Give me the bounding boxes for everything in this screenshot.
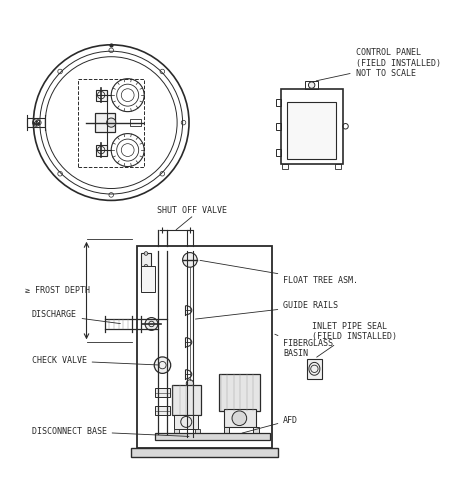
- Bar: [155, 388, 170, 397]
- Bar: [140, 266, 155, 292]
- Bar: [155, 433, 270, 440]
- Text: INLET PIPE SEAL
(FIELD INSTALLED): INLET PIPE SEAL (FIELD INSTALLED): [312, 321, 396, 357]
- Bar: [95, 114, 115, 132]
- Text: ≥ FROST DEPTH: ≥ FROST DEPTH: [25, 286, 90, 295]
- Circle shape: [186, 380, 194, 387]
- Bar: [287, 103, 336, 159]
- Bar: [174, 415, 198, 429]
- Bar: [253, 428, 259, 438]
- Bar: [130, 119, 140, 126]
- Circle shape: [107, 118, 116, 127]
- Circle shape: [183, 252, 197, 267]
- Text: CHECK VALVE: CHECK VALVE: [32, 356, 160, 365]
- Bar: [224, 409, 256, 428]
- Bar: [335, 164, 341, 169]
- Bar: [171, 385, 201, 416]
- Text: AFD: AFD: [242, 416, 298, 433]
- Bar: [131, 447, 278, 457]
- Text: SHUT OFF VALVE: SHUT OFF VALVE: [157, 206, 227, 215]
- Circle shape: [144, 279, 148, 283]
- Text: DISCHARGE: DISCHARGE: [32, 310, 120, 323]
- Bar: [307, 359, 322, 379]
- Bar: [276, 123, 280, 130]
- Bar: [96, 90, 107, 101]
- Bar: [282, 164, 288, 169]
- Bar: [219, 374, 261, 411]
- Circle shape: [154, 357, 171, 373]
- Text: CONTROL PANEL
(FIELD INSTALLED)
NOT TO SCALE: CONTROL PANEL (FIELD INSTALLED) NOT TO S…: [316, 48, 441, 81]
- Bar: [27, 118, 45, 127]
- Text: GUIDE RAILS: GUIDE RAILS: [195, 301, 338, 319]
- Bar: [305, 81, 318, 89]
- Circle shape: [308, 82, 315, 88]
- Bar: [105, 317, 245, 330]
- Text: FIBERGLASS
BASIN: FIBERGLASS BASIN: [275, 334, 333, 359]
- Bar: [96, 144, 107, 156]
- Bar: [155, 406, 170, 416]
- Bar: [78, 79, 144, 167]
- Circle shape: [144, 251, 148, 255]
- Bar: [195, 429, 200, 438]
- Bar: [137, 246, 272, 447]
- Text: DISCONNECT BASE: DISCONNECT BASE: [32, 427, 189, 436]
- Circle shape: [232, 411, 247, 426]
- Bar: [140, 252, 152, 287]
- Bar: [224, 428, 230, 438]
- Bar: [276, 149, 280, 156]
- Circle shape: [144, 264, 148, 268]
- Bar: [276, 99, 280, 106]
- Bar: [280, 89, 343, 164]
- Bar: [174, 429, 179, 438]
- Circle shape: [145, 317, 158, 330]
- Text: FLOAT TREE ASM.: FLOAT TREE ASM.: [200, 260, 358, 286]
